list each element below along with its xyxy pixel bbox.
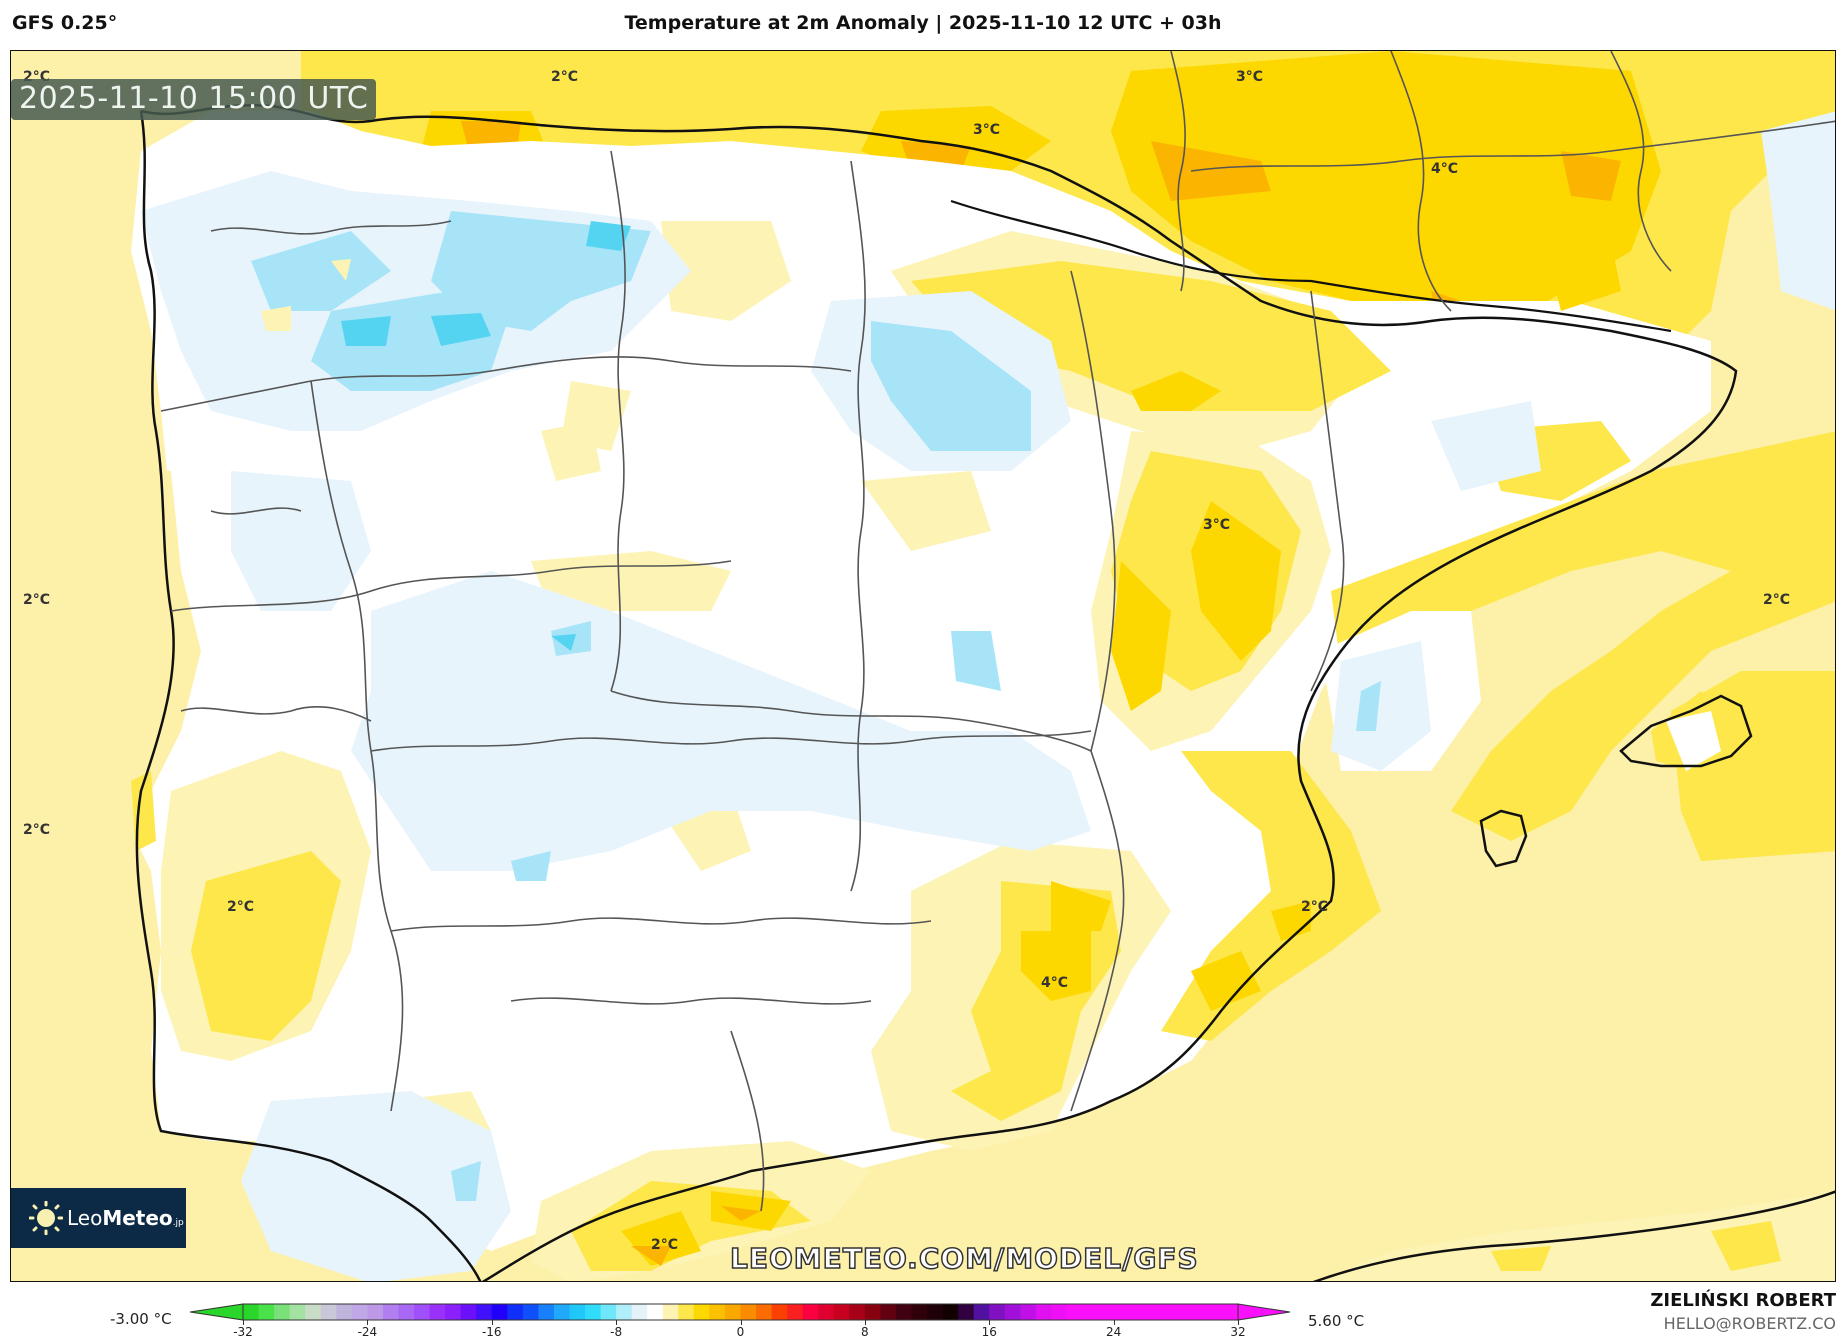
- author-name: ZIELIŃSKI ROBERT: [1650, 1290, 1836, 1311]
- central-north-cold: [871, 321, 1031, 451]
- contour-label: 2°C: [1763, 592, 1790, 608]
- contour-label: 4°C: [1431, 161, 1458, 177]
- colorbar-tick-label: 32: [1230, 1325, 1246, 1339]
- colorbar-tick-mark: [740, 1320, 742, 1325]
- contour-label: 3°C: [1236, 69, 1263, 85]
- colorbar-tick-mark: [989, 1320, 991, 1325]
- colorbar-max-label: 5.60 °C: [1308, 1312, 1365, 1330]
- valid-time-badge: 2025-11-10 15:00 UTC: [11, 79, 377, 120]
- colorbar-tick-label: 8: [861, 1325, 869, 1339]
- colorbar-tick-mark: [491, 1320, 493, 1325]
- coastline: [140, 103, 1738, 1281]
- author-email[interactable]: HELLO@ROBERTZ.CO: [1663, 1314, 1836, 1333]
- logo-text-suffix: .jp: [172, 1218, 184, 1228]
- colorbar-tick-mark: [1238, 1320, 1239, 1325]
- colorbar-tick-label: -24: [357, 1325, 378, 1339]
- contour-label: 2°C: [1301, 899, 1328, 915]
- model-label: GFS 0.25°: [12, 12, 118, 34]
- colorbar-tick-label: -32: [233, 1325, 253, 1339]
- colorbar-tick-label: 24: [1105, 1325, 1122, 1339]
- contour-label: 3°C: [1203, 517, 1230, 533]
- contour-label: 2°C: [227, 899, 254, 915]
- anomaly-map: 2°C 2°C 3°C 3°C 4°C 2°C 3°C 2°C 2°C 2°C …: [11, 51, 1835, 1281]
- colorbar-tick-mark: [1113, 1320, 1115, 1325]
- colorbar-min-label: -3.00 °C: [110, 1310, 172, 1328]
- admin-borders: [160, 51, 1835, 1212]
- contour-label: 2°C: [651, 1237, 678, 1253]
- contour-labels: 2°C 2°C 3°C 3°C 4°C 2°C 3°C 2°C 2°C 2°C …: [23, 69, 1790, 1253]
- colorbar-tick-mark: [243, 1320, 244, 1325]
- colorbar-tick-mark: [864, 1320, 866, 1325]
- colorbar-tick-label: -8: [610, 1325, 623, 1339]
- contour-label: 2°C: [23, 822, 50, 838]
- contour-label: 2°C: [23, 592, 50, 608]
- leometeo-logo[interactable]: LeoMeteo.jp: [11, 1188, 186, 1248]
- colorbar-tick-label: -16: [481, 1325, 502, 1339]
- aragon-warm-core: [1191, 501, 1281, 661]
- contour-label: 4°C: [1041, 975, 1068, 991]
- logo-text-bold: Meteo: [102, 1206, 173, 1230]
- colorbar-tick-mark: [616, 1320, 618, 1325]
- website-watermark: LEOMETEO.COM/MODEL/GFS: [729, 1241, 1199, 1276]
- chart-title: Temperature at 2m Anomaly | 2025-11-10 1…: [624, 12, 1222, 34]
- colorbar-tick-label: 0: [736, 1325, 745, 1339]
- colorbar: [190, 1303, 1291, 1321]
- se-warm-core: [1021, 931, 1091, 1001]
- logo-text: LeoMeteo.jp: [67, 1206, 184, 1230]
- contour-label: 3°C: [973, 122, 1000, 138]
- sun-icon: [29, 1201, 63, 1235]
- map-panel[interactable]: 2°C 2°C 3°C 3°C 4°C 2°C 3°C 2°C 2°C 2°C …: [10, 50, 1836, 1282]
- portugal-warm-core: [191, 851, 341, 1041]
- contour-label: 2°C: [551, 69, 578, 85]
- logo-text-light: Leo: [67, 1206, 103, 1230]
- colorbar-tick-mark: [367, 1320, 369, 1325]
- colorbar-tick-label: 16: [981, 1325, 997, 1339]
